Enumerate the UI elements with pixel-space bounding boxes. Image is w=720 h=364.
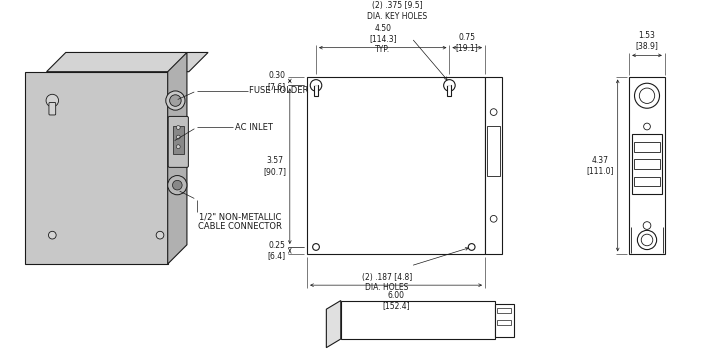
Bar bbox=[629, 76, 665, 254]
Bar bbox=[498, 308, 511, 313]
Polygon shape bbox=[47, 52, 208, 72]
Bar bbox=[314, 86, 318, 96]
Text: (2) .187 [4.8]
DIA. HOLES: (2) .187 [4.8] DIA. HOLES bbox=[361, 273, 412, 292]
Circle shape bbox=[176, 126, 180, 129]
Circle shape bbox=[644, 123, 650, 130]
Text: 0.25
[6.4]: 0.25 [6.4] bbox=[268, 241, 286, 260]
Polygon shape bbox=[326, 301, 341, 348]
Circle shape bbox=[490, 109, 497, 115]
Circle shape bbox=[444, 80, 455, 91]
Polygon shape bbox=[168, 52, 187, 264]
Circle shape bbox=[48, 231, 56, 239]
Bar bbox=[634, 159, 660, 169]
Circle shape bbox=[173, 180, 182, 190]
Bar bbox=[448, 86, 451, 96]
Text: 6.00
[152.4]: 6.00 [152.4] bbox=[382, 291, 410, 310]
Circle shape bbox=[490, 215, 497, 222]
Circle shape bbox=[170, 95, 181, 106]
Circle shape bbox=[156, 231, 164, 239]
Text: 4.50
[114.3]
TYP.: 4.50 [114.3] TYP. bbox=[369, 24, 397, 54]
FancyBboxPatch shape bbox=[168, 116, 189, 167]
Circle shape bbox=[46, 94, 58, 107]
Bar bbox=[307, 76, 485, 254]
Circle shape bbox=[312, 244, 320, 250]
Circle shape bbox=[166, 91, 185, 110]
Text: 3.57
[90.7]: 3.57 [90.7] bbox=[263, 157, 286, 176]
Circle shape bbox=[634, 83, 660, 108]
Circle shape bbox=[176, 145, 180, 149]
Text: 0.75
[19.1]: 0.75 [19.1] bbox=[456, 33, 479, 52]
Text: 0.30
[7.6]: 0.30 [7.6] bbox=[268, 71, 286, 91]
Circle shape bbox=[642, 234, 653, 246]
Circle shape bbox=[310, 80, 322, 91]
Bar bbox=[485, 76, 503, 254]
Circle shape bbox=[643, 222, 651, 229]
Bar bbox=[173, 126, 184, 154]
FancyBboxPatch shape bbox=[49, 103, 55, 115]
Text: FUSE HOLDER: FUSE HOLDER bbox=[249, 86, 309, 95]
Bar bbox=[25, 72, 168, 264]
Bar bbox=[498, 320, 511, 325]
Bar bbox=[341, 301, 495, 339]
Circle shape bbox=[168, 175, 187, 195]
Text: 1.53
[38.9]: 1.53 [38.9] bbox=[636, 31, 659, 51]
Bar bbox=[632, 134, 662, 194]
Bar bbox=[634, 142, 660, 151]
Circle shape bbox=[468, 244, 475, 250]
Text: AC INLET: AC INLET bbox=[235, 123, 273, 132]
Bar bbox=[495, 304, 514, 337]
Circle shape bbox=[639, 88, 654, 103]
Text: 1/2" NON-METALLIC
CABLE CONNECTOR: 1/2" NON-METALLIC CABLE CONNECTOR bbox=[199, 212, 282, 232]
Bar bbox=[487, 126, 500, 176]
Circle shape bbox=[637, 230, 657, 250]
Text: (2) .375 [9.5]
DIA. KEY HOLES: (2) .375 [9.5] DIA. KEY HOLES bbox=[367, 1, 427, 21]
Bar bbox=[634, 177, 660, 186]
Circle shape bbox=[176, 135, 180, 139]
Text: 4.37
[111.0]: 4.37 [111.0] bbox=[586, 156, 614, 175]
